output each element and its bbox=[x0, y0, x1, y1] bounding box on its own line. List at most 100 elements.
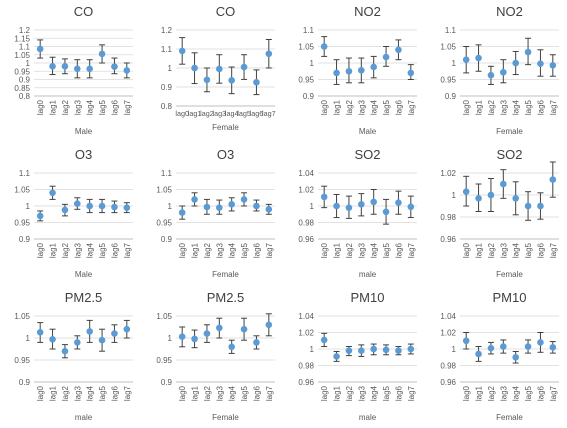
x-tick-label: lag1 bbox=[49, 99, 58, 115]
data-point bbox=[240, 196, 248, 203]
x-tick-label: lag5 bbox=[237, 109, 251, 118]
y-tick-label: 0.98 bbox=[440, 213, 456, 222]
x-tick-label: lag2 bbox=[61, 99, 70, 115]
data-point bbox=[370, 198, 377, 206]
x-tick-label: lag7 bbox=[123, 385, 132, 401]
data-point bbox=[512, 195, 519, 202]
data-point bbox=[240, 325, 248, 333]
x-tick-label: lag3 bbox=[499, 99, 508, 115]
x-tick-label: lag2 bbox=[345, 242, 354, 258]
data-point bbox=[537, 60, 544, 67]
data-point bbox=[524, 202, 532, 210]
data-point bbox=[123, 325, 131, 333]
y-tick-label: 0.98 bbox=[440, 362, 456, 371]
x-tick-label: lag7 bbox=[407, 385, 416, 401]
y-tick-label: 1.02 bbox=[298, 186, 314, 195]
data-point bbox=[475, 54, 482, 62]
data-point bbox=[74, 200, 81, 207]
data-point bbox=[265, 50, 273, 58]
y-tick-label: 1 bbox=[26, 334, 31, 343]
data-point bbox=[500, 180, 507, 188]
y-tick-label: 0.96 bbox=[440, 235, 456, 244]
y-tick-label: 1 bbox=[26, 59, 31, 68]
x-tick-label: lag7 bbox=[123, 242, 132, 258]
y-tick-label: 1.1 bbox=[19, 169, 31, 178]
y-tick-label: 1 bbox=[168, 64, 173, 73]
data-point bbox=[549, 176, 557, 183]
x-tick-label: lag3 bbox=[499, 385, 508, 401]
chart-title: O3 bbox=[75, 147, 92, 162]
x-axis-title: Female bbox=[496, 413, 523, 422]
data-point bbox=[475, 350, 482, 358]
y-tick-label: 1.1 bbox=[161, 45, 173, 54]
data-point bbox=[240, 63, 248, 71]
y-tick-label: 1 bbox=[168, 202, 173, 211]
x-tick-label: lag1 bbox=[188, 109, 202, 118]
data-point bbox=[203, 76, 211, 84]
x-tick-label: lag3 bbox=[213, 109, 227, 118]
y-tick-label: 0.95 bbox=[14, 356, 30, 365]
x-tick-label: lag4 bbox=[370, 385, 379, 401]
x-tick-label: lag7 bbox=[549, 385, 558, 401]
y-tick-label: 0.95 bbox=[14, 219, 30, 228]
y-tick-label: 1.2 bbox=[19, 26, 31, 35]
y-tick-label: 1.05 bbox=[440, 43, 456, 52]
x-axis-title: Female bbox=[496, 127, 523, 136]
y-tick-label: 1.02 bbox=[440, 169, 456, 178]
x-tick-label: lag1 bbox=[475, 99, 484, 115]
data-point bbox=[61, 347, 69, 355]
data-point bbox=[74, 339, 81, 346]
x-tick-label: lag7 bbox=[549, 242, 558, 258]
x-tick-label: lag2 bbox=[345, 385, 354, 401]
data-point bbox=[123, 204, 131, 211]
data-point bbox=[487, 191, 495, 199]
data-point bbox=[228, 77, 235, 84]
data-point bbox=[191, 64, 198, 72]
data-point bbox=[98, 202, 106, 210]
x-tick-label: lag4 bbox=[512, 242, 521, 258]
x-axis-title: Male bbox=[75, 270, 93, 279]
x-axis-title: Female bbox=[496, 270, 523, 279]
data-point bbox=[320, 193, 328, 201]
x-tick-label: lag1 bbox=[333, 99, 342, 115]
x-tick-label: lag4 bbox=[86, 385, 95, 401]
data-point bbox=[228, 343, 235, 351]
data-point bbox=[382, 346, 390, 354]
chart-panel-7: SO2 0.96 0.98 1 1.02 1.04 lag0 lag1 lag2 lag3 lag4… bbox=[298, 147, 417, 279]
chart-title: PM2.5 bbox=[207, 290, 245, 305]
y-tick-label: 0.8 bbox=[19, 92, 31, 101]
data-point bbox=[487, 344, 495, 352]
data-point bbox=[407, 345, 415, 353]
data-point bbox=[228, 201, 235, 208]
data-point bbox=[370, 345, 377, 353]
data-point bbox=[49, 63, 56, 70]
x-tick-label: lag6 bbox=[394, 99, 403, 115]
y-tick-label: 1 bbox=[168, 334, 173, 343]
y-tick-label: 1.02 bbox=[440, 329, 456, 338]
x-tick-label: lag4 bbox=[86, 99, 95, 115]
data-point bbox=[191, 335, 198, 343]
data-point bbox=[462, 56, 470, 63]
data-point bbox=[333, 202, 340, 210]
data-point bbox=[111, 203, 118, 211]
data-point bbox=[111, 330, 118, 337]
y-tick-label: 0.9 bbox=[445, 92, 457, 101]
chart-panel-2: CO0.80.911.11.2lag0lag1lag2lag3lag4lag5l… bbox=[161, 4, 276, 132]
x-tick-label: lag6 bbox=[252, 385, 261, 401]
x-tick-label: lag5 bbox=[524, 99, 533, 115]
x-tick-label: lag7 bbox=[123, 99, 132, 115]
data-point bbox=[123, 67, 131, 74]
data-point bbox=[265, 206, 273, 213]
y-tick-label: 1 bbox=[452, 345, 457, 354]
x-tick-label: lag6 bbox=[536, 385, 545, 401]
y-tick-label: 1.1 bbox=[19, 43, 31, 52]
x-tick-label: lag7 bbox=[265, 242, 274, 258]
data-point bbox=[537, 339, 544, 346]
y-tick-label: 1.2 bbox=[161, 26, 173, 35]
x-tick-label: lag0 bbox=[36, 99, 45, 115]
y-tick-label: 0.95 bbox=[440, 76, 456, 85]
